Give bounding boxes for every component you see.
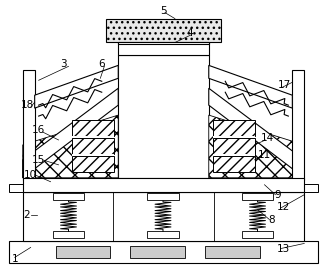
Text: 13: 13 xyxy=(277,245,290,254)
Text: 11: 11 xyxy=(258,150,271,160)
Text: 9: 9 xyxy=(274,190,281,200)
Bar xyxy=(213,154,254,157)
Bar xyxy=(9,242,318,263)
Polygon shape xyxy=(209,115,304,178)
Bar xyxy=(147,193,179,200)
Bar xyxy=(118,43,209,55)
Bar xyxy=(242,193,273,200)
Bar xyxy=(53,193,84,200)
Bar xyxy=(23,192,304,242)
Bar xyxy=(9,184,23,192)
Text: 14: 14 xyxy=(261,133,274,143)
Bar xyxy=(213,138,254,154)
Bar xyxy=(73,136,114,139)
Bar xyxy=(56,246,110,258)
Bar xyxy=(118,55,209,178)
Bar xyxy=(73,156,114,172)
Text: 18: 18 xyxy=(21,100,34,110)
Text: 8: 8 xyxy=(268,215,275,225)
Polygon shape xyxy=(209,65,292,108)
Text: 16: 16 xyxy=(32,125,45,135)
Text: 12: 12 xyxy=(277,202,290,212)
Text: 15: 15 xyxy=(32,155,45,165)
Text: 5: 5 xyxy=(160,6,166,16)
Bar xyxy=(73,154,114,157)
Bar xyxy=(23,178,304,192)
Bar xyxy=(147,232,179,238)
Bar xyxy=(53,232,84,238)
Bar xyxy=(106,19,221,43)
Bar xyxy=(213,136,254,139)
Bar xyxy=(73,138,114,154)
Text: 17: 17 xyxy=(278,80,291,90)
Bar xyxy=(213,120,254,136)
Bar xyxy=(292,70,304,180)
Text: 6: 6 xyxy=(98,59,105,69)
Polygon shape xyxy=(35,65,118,108)
Bar xyxy=(23,70,35,180)
Bar xyxy=(304,184,318,192)
Text: 10: 10 xyxy=(24,170,37,180)
Bar xyxy=(213,156,254,172)
Text: 1: 1 xyxy=(11,254,18,264)
Text: 2: 2 xyxy=(24,210,30,220)
Text: 4: 4 xyxy=(186,27,193,38)
Bar xyxy=(242,232,273,238)
Polygon shape xyxy=(23,115,118,178)
Text: 3: 3 xyxy=(60,59,67,69)
Bar xyxy=(205,246,260,258)
Bar xyxy=(73,120,114,136)
Polygon shape xyxy=(209,88,304,178)
Bar xyxy=(130,246,185,258)
Bar xyxy=(118,43,209,44)
Polygon shape xyxy=(23,88,118,178)
